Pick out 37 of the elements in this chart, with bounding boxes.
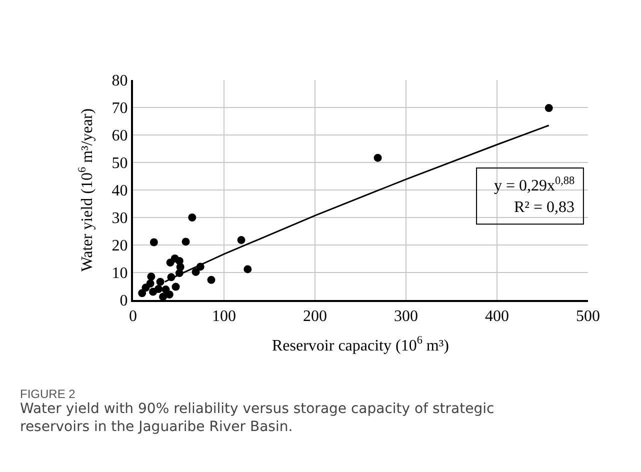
text: Water yield with 90% reliability versus storage capacity of strategic reservoirs in the Jaguaribe River Basin. xyxy=(20,401,494,436)
point xyxy=(182,238,190,246)
x-axis-title: Reservoir capacity (10$^{6}$ m³) xyxy=(272,334,449,354)
point xyxy=(192,268,200,276)
point xyxy=(165,290,174,298)
point xyxy=(147,272,156,281)
point xyxy=(166,258,174,267)
y-tick-label: 40 xyxy=(112,182,128,200)
point xyxy=(374,154,382,162)
y-tick-label: 50 xyxy=(112,155,128,172)
point xyxy=(146,280,154,288)
point xyxy=(237,236,246,244)
point xyxy=(150,238,158,246)
x-tick-label: 100 xyxy=(212,308,236,326)
point xyxy=(207,276,216,284)
caption: FIGURE 2 xyxy=(20,387,76,401)
annotation: y = 0,29x$^{0,88}$ xyxy=(494,175,576,195)
y-tick-label: 30 xyxy=(112,210,128,228)
x-tick-label: 300 xyxy=(394,308,418,326)
x-tick-label: 200 xyxy=(303,308,327,326)
x-tick-label: 500 xyxy=(576,308,600,326)
y-tick-label: 20 xyxy=(112,238,128,255)
point xyxy=(544,104,553,112)
annotation: R² = 0,83 xyxy=(514,199,574,216)
point xyxy=(172,282,180,291)
y-tick-label: 10 xyxy=(112,265,128,282)
point xyxy=(138,289,146,298)
x-tick-label: 400 xyxy=(485,308,509,326)
y-tick-label: 60 xyxy=(112,128,128,145)
y-tick-label: 70 xyxy=(112,100,128,118)
point xyxy=(156,278,164,286)
point xyxy=(154,285,162,293)
point xyxy=(244,265,252,274)
point xyxy=(188,214,196,222)
y-tick-label: 0 xyxy=(120,292,128,310)
y-tick-label: 80 xyxy=(112,72,128,90)
point xyxy=(159,292,168,300)
